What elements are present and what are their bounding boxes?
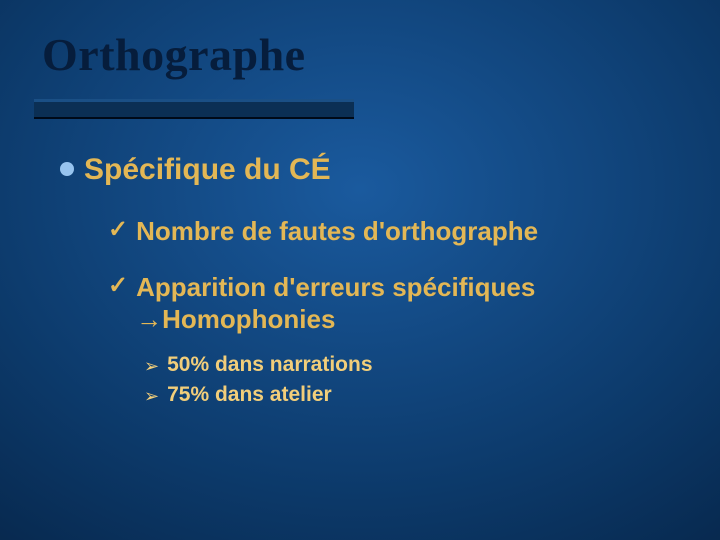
title-underline bbox=[34, 99, 354, 119]
lvl3-text: 75% dans atelier bbox=[167, 383, 332, 407]
lvl2-text: Nombre de fautes d'orthographe bbox=[136, 215, 538, 247]
check-icon: ✓ bbox=[108, 271, 128, 301]
bullet-lvl1: Spécifique du CÉ bbox=[60, 153, 674, 187]
lvl2-list: ✓ Nombre de fautes d'orthographe ✓ Appar… bbox=[60, 215, 674, 335]
bullet-lvl2: ✓ Apparition d'erreurs spécifiques →Homo… bbox=[108, 271, 674, 335]
check-icon: ✓ bbox=[108, 215, 128, 245]
disc-bullet-icon bbox=[60, 162, 74, 176]
arrow-icon: → bbox=[136, 304, 162, 334]
bullet-lvl2: ✓ Nombre de fautes d'orthographe bbox=[108, 215, 674, 247]
slide: Orthographe Spécifique du CÉ ✓ Nombre de… bbox=[0, 0, 720, 540]
slide-title: Orthographe bbox=[42, 28, 684, 81]
lvl3-list: ➢ 50% dans narrations ➢ 75% dans atelier bbox=[60, 353, 674, 409]
triangle-bullet-icon: ➢ bbox=[144, 353, 159, 379]
lvl2-text: Apparition d'erreurs spécifiques →Homoph… bbox=[136, 271, 535, 335]
lvl1-text: Spécifique du CÉ bbox=[84, 153, 331, 187]
lvl2-line2: Homophonies bbox=[162, 304, 335, 334]
triangle-bullet-icon: ➢ bbox=[144, 383, 159, 409]
bullet-lvl3: ➢ 50% dans narrations bbox=[144, 353, 674, 379]
lvl3-text: 50% dans narrations bbox=[167, 353, 372, 377]
bullet-lvl3: ➢ 75% dans atelier bbox=[144, 383, 674, 409]
content-area: Spécifique du CÉ ✓ Nombre de fautes d'or… bbox=[42, 119, 684, 409]
lvl2-line1: Apparition d'erreurs spécifiques bbox=[136, 272, 535, 302]
